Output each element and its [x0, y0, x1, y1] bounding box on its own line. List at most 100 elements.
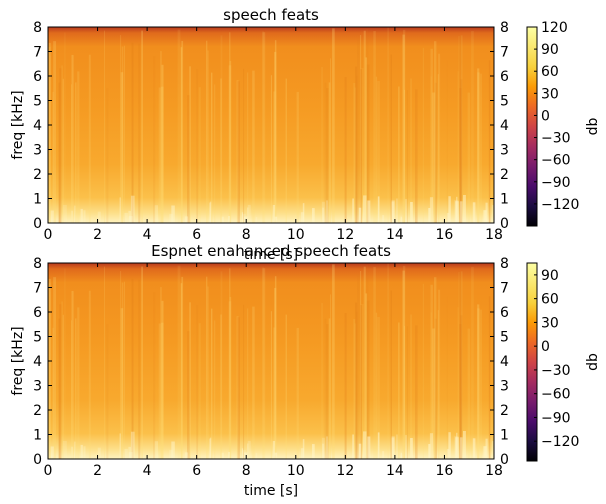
heatmap-streak: [153, 56, 156, 224]
heatmap-streak: [131, 42, 134, 224]
colorbar-gradient: [526, 26, 538, 227]
colorbar: 120 90 60 30 0 −30 −60 −90 −120 db: [526, 20, 601, 227]
y-tick-label: 4: [33, 354, 42, 370]
heatmap-lowband: [210, 437, 212, 459]
chart-title: speech feats: [223, 6, 319, 24]
heatmap-streak: [71, 290, 74, 459]
heatmap-lowband: [247, 440, 251, 459]
heatmap-lowband: [300, 448, 304, 459]
heatmap-streak: [459, 88, 462, 223]
heatmap-streak: [432, 92, 435, 223]
x-axis-label: time [s]: [244, 247, 298, 263]
colorbar-tick-label: −60: [541, 153, 571, 169]
heatmap-streak: [488, 296, 491, 459]
heatmap-streak: [180, 283, 183, 459]
heatmap-lowband: [492, 441, 494, 459]
heatmap-lowband: [242, 450, 246, 459]
heatmap-lowband: [255, 453, 258, 459]
heatmap-streak: [365, 293, 368, 459]
heatmap-streak: [460, 35, 463, 224]
heatmap-streak: [402, 34, 405, 223]
heatmap-streak: [360, 305, 362, 459]
heatmap-lowband: [303, 203, 305, 223]
heatmap-streak: [106, 88, 109, 223]
heatmap-streak: [326, 88, 329, 223]
heatmap-lowband: [326, 200, 328, 223]
heatmap-lowband: [303, 439, 305, 459]
x-tick-label: 12: [336, 463, 354, 479]
heatmap-lowband: [483, 446, 487, 459]
heatmap-streak: [187, 331, 190, 459]
heatmap-lowband: [247, 204, 251, 223]
heatmap-streak: [390, 54, 392, 223]
y-tick-label-right: 3: [500, 143, 509, 159]
heatmap-streak: [106, 324, 109, 459]
y-tick-label: 7: [33, 281, 42, 297]
heatmap-lowband: [97, 211, 101, 223]
heatmap-lowband: [322, 207, 325, 223]
y-tick-label: 2: [33, 403, 42, 419]
heatmap-streak: [458, 36, 460, 223]
heatmap-streak: [274, 51, 277, 224]
y-tick-label-right: 1: [500, 192, 509, 208]
heatmap-streak: [273, 327, 276, 459]
heatmap-streak: [402, 29, 406, 224]
heatmap-lowband: [119, 197, 121, 223]
heatmap-streak: [62, 314, 64, 459]
heatmap-streak: [404, 325, 405, 459]
heatmap-streak: [273, 91, 276, 223]
heatmap-streak: [52, 91, 55, 224]
heatmap-streak: [160, 51, 162, 223]
heatmap-streak: [430, 312, 432, 459]
heatmap-streak: [296, 91, 299, 224]
heatmap-lowband: [272, 205, 276, 223]
heatmap-streak: [361, 68, 364, 223]
heatmap-streak: [214, 320, 216, 459]
colorbar-tick-label: −90: [541, 175, 571, 191]
y-tick-label: 3: [33, 379, 42, 395]
colorbar-tick-label: 90: [541, 42, 559, 58]
y-tick-label-right: 7: [500, 281, 509, 297]
heatmap-streak: [324, 318, 327, 459]
heatmap-lowband: [396, 434, 398, 459]
heatmap-lowband: [50, 446, 54, 459]
heatmap-streak: [402, 270, 405, 459]
heatmap-streak: [187, 95, 190, 223]
heatmap-streak: [430, 76, 432, 224]
heatmap-streak: [104, 30, 105, 223]
heatmap-streak: [430, 48, 433, 223]
colorbar-tick-label: 60: [541, 64, 559, 80]
heatmap-streak: [328, 82, 331, 224]
colorbar-gradient: [526, 262, 538, 462]
colorbar: 90 60 30 0 −30 −60 −90 −120 db: [526, 262, 601, 462]
heatmap-streak: [120, 308, 124, 459]
heatmap-lowband: [171, 441, 175, 459]
y-axis-label: freq [kHz]: [10, 326, 26, 395]
heatmap-lowband: [221, 216, 224, 223]
heatmap-lowband: [321, 201, 325, 223]
heatmap-streak: [355, 302, 358, 459]
heatmap-lowband: [184, 452, 188, 459]
heatmap-streak: [160, 287, 162, 459]
heatmap-lowband: [391, 436, 395, 459]
heatmap-lowband: [74, 205, 76, 223]
heatmap-lowband: [302, 439, 305, 459]
heatmap-streak: [415, 89, 418, 224]
heatmap-lowband: [83, 446, 86, 459]
heatmap-lowband: [400, 452, 402, 459]
heatmap-lowband: [128, 210, 131, 223]
heatmap-lowband: [241, 212, 244, 223]
y-tick-label: 0: [33, 452, 42, 468]
heatmap-streak: [373, 31, 376, 223]
heatmap-lowband: [367, 436, 371, 459]
heatmap-streak: [48, 42, 51, 224]
y-tick-label: 6: [33, 69, 42, 85]
heatmap-streak: [366, 29, 369, 224]
spectrogram-panel-2: 0 2 4 6 8 10 12 14 16 180 01 12 23 34 45 56 67 78 8Espnet …: [10, 242, 601, 499]
heatmap-streak: [48, 46, 51, 223]
heatmap-streak: [120, 72, 124, 223]
heatmap-lowband: [485, 202, 488, 223]
heatmap-streak: [229, 268, 231, 459]
heatmap-area: [48, 27, 494, 223]
